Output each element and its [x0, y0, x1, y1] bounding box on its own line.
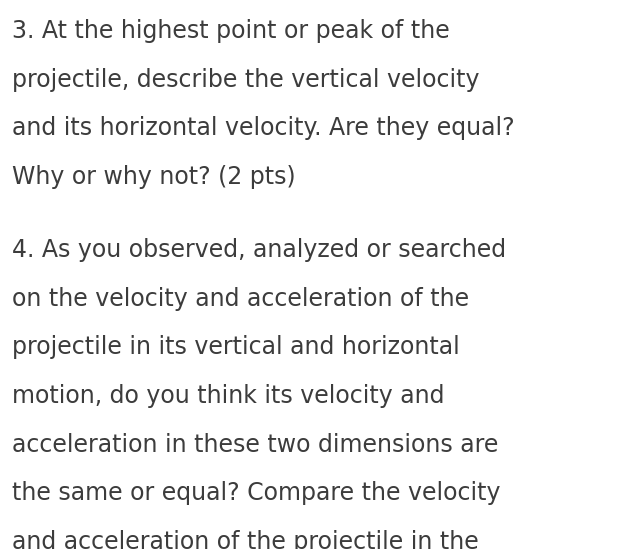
Text: the same or equal? Compare the velocity: the same or equal? Compare the velocity	[12, 481, 500, 505]
Text: 3. At the highest point or peak of the: 3. At the highest point or peak of the	[12, 19, 449, 43]
Text: and acceleration of the projectile in the: and acceleration of the projectile in th…	[12, 530, 478, 549]
Text: acceleration in these two dimensions are: acceleration in these two dimensions are	[12, 433, 498, 457]
Text: projectile, describe the vertical velocity: projectile, describe the vertical veloci…	[12, 68, 479, 92]
Text: and its horizontal velocity. Are they equal?: and its horizontal velocity. Are they eq…	[12, 116, 514, 141]
Text: Why or why not? (2 pts): Why or why not? (2 pts)	[12, 165, 295, 189]
Text: on the velocity and acceleration of the: on the velocity and acceleration of the	[12, 287, 468, 311]
Text: projectile in its vertical and horizontal: projectile in its vertical and horizonta…	[12, 335, 459, 360]
Text: motion, do you think its velocity and: motion, do you think its velocity and	[12, 384, 444, 408]
Text: 4. As you observed, analyzed or searched: 4. As you observed, analyzed or searched	[12, 238, 505, 262]
